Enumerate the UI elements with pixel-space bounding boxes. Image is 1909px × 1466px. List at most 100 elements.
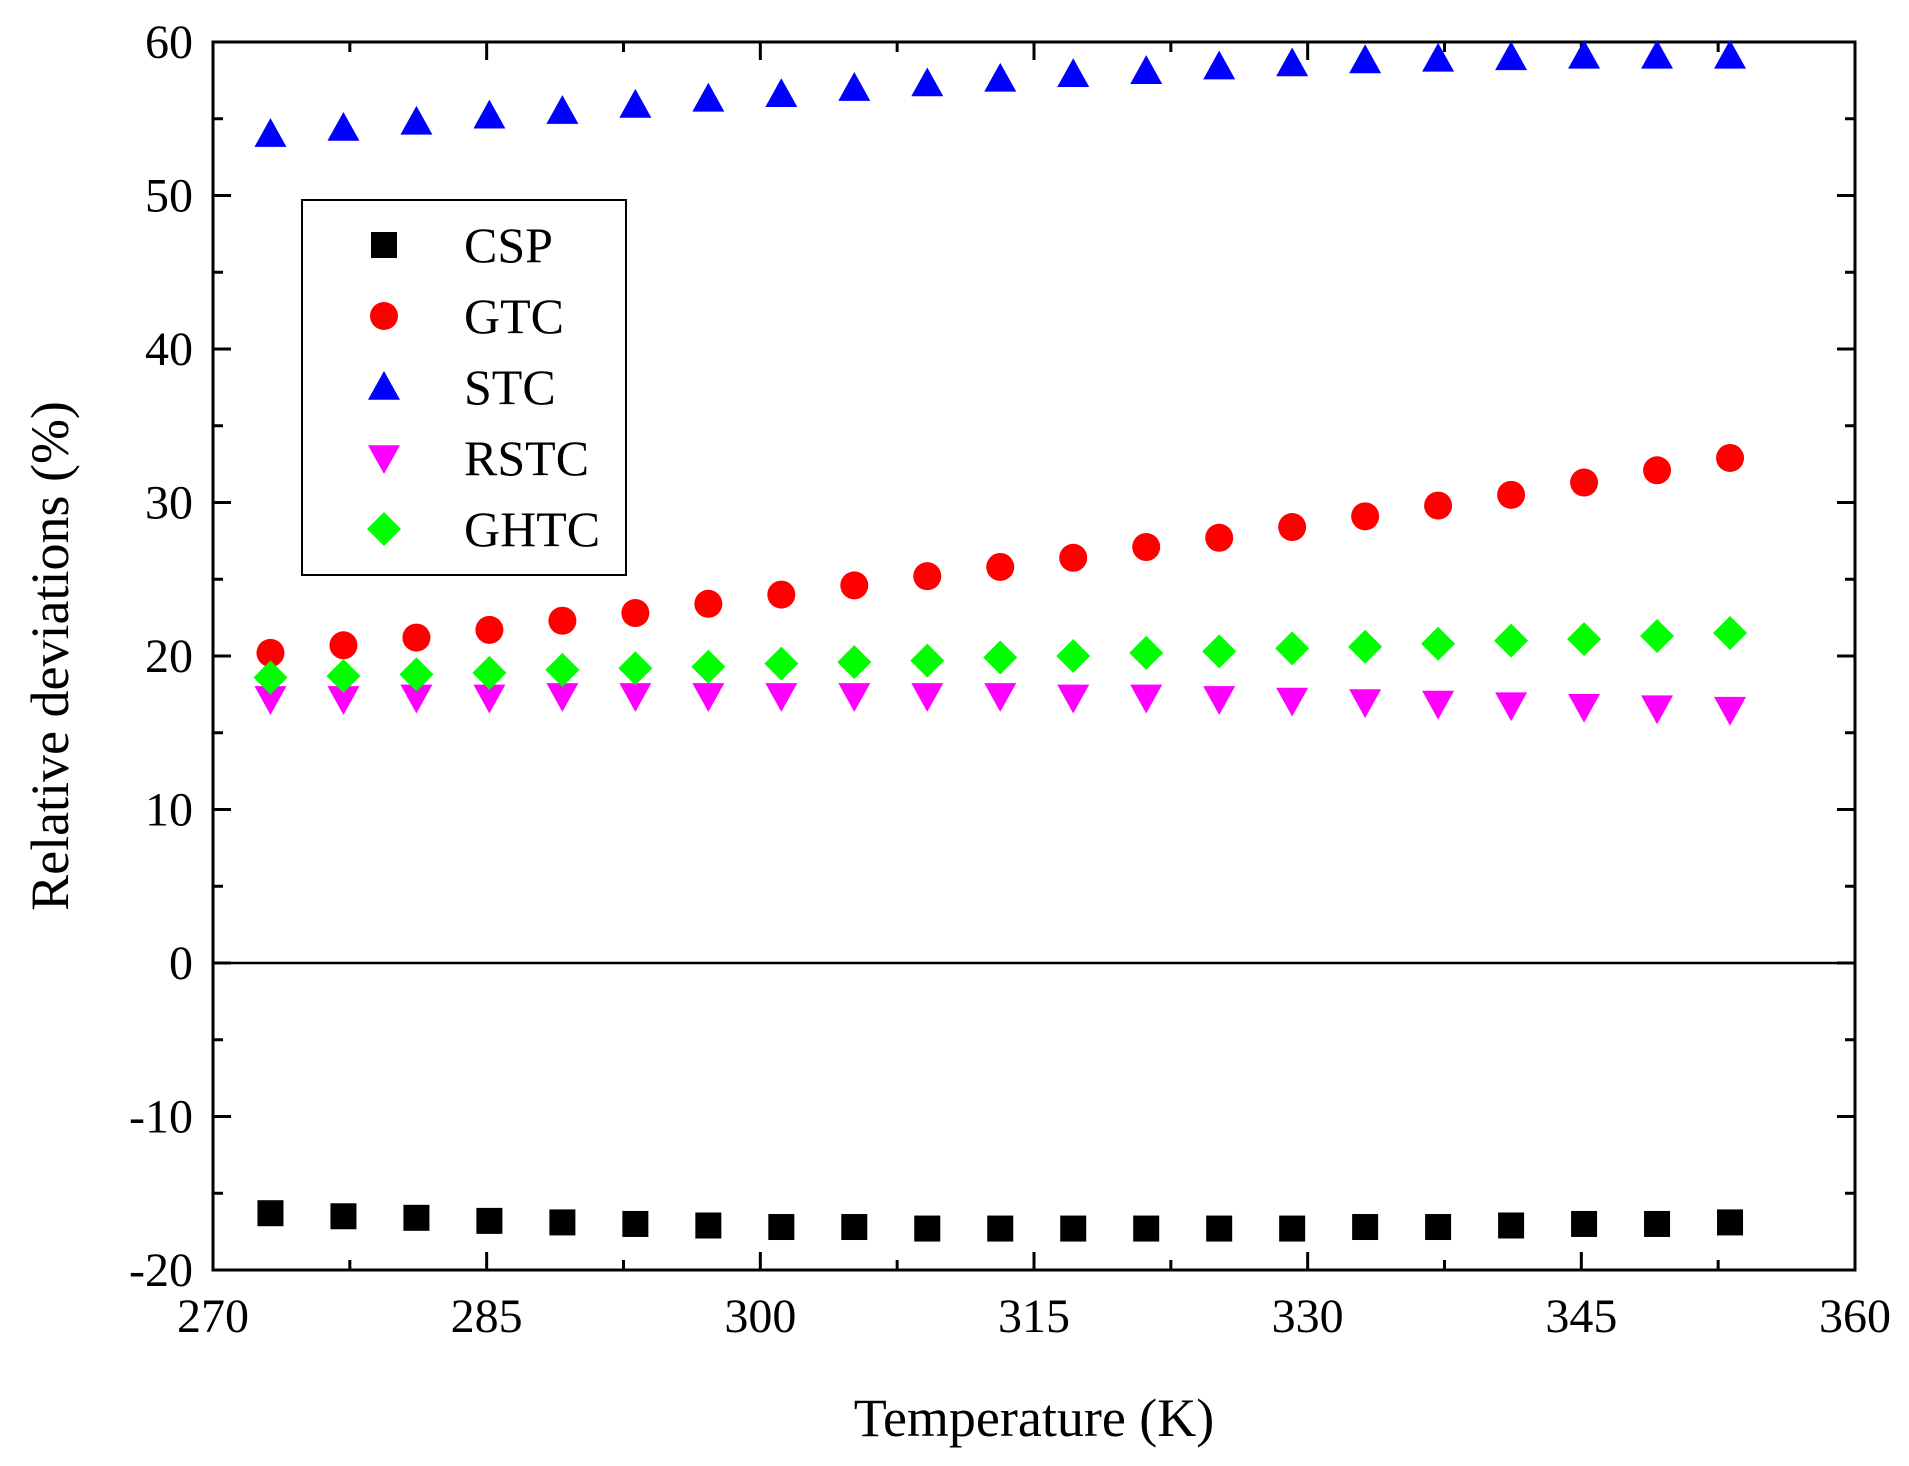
- data-point-ghtc: [691, 649, 726, 684]
- data-point-csp: [1571, 1210, 1598, 1237]
- x-tick-label: 330: [1272, 1290, 1344, 1343]
- data-point-csp: [403, 1204, 430, 1231]
- y-tick-label: 0: [169, 937, 193, 990]
- data-point-stc: [473, 99, 506, 129]
- data-point-stc: [1203, 50, 1236, 80]
- data-point-gtc: [621, 599, 650, 628]
- series-rstc: [254, 683, 1747, 726]
- data-point-rstc: [1203, 686, 1236, 715]
- data-point-csp: [1425, 1214, 1452, 1241]
- x-tick-label: 285: [451, 1290, 523, 1343]
- y-axis-title: Relative deviations (%): [20, 401, 80, 911]
- data-point-csp: [622, 1210, 649, 1237]
- y-tick-label: -20: [129, 1244, 193, 1297]
- data-point-rstc: [984, 683, 1017, 712]
- data-point-csp: [476, 1207, 503, 1234]
- x-tick-label: 360: [1819, 1290, 1891, 1343]
- data-point-ghtc: [1421, 626, 1456, 661]
- data-point-ghtc: [618, 651, 653, 686]
- data-point-stc: [1276, 47, 1309, 77]
- y-tick-label: 50: [145, 170, 193, 223]
- data-point-rstc: [254, 686, 287, 715]
- data-point-stc: [254, 118, 287, 147]
- data-point-stc: [400, 105, 433, 135]
- data-point-csp: [1644, 1210, 1671, 1237]
- data-point-ghtc: [1713, 615, 1748, 650]
- data-point-gtc: [1278, 513, 1307, 542]
- data-point-gtc: [329, 631, 358, 660]
- data-point-csp: [914, 1215, 941, 1242]
- data-point-stc: [1641, 39, 1674, 69]
- data-point-ghtc: [1567, 622, 1602, 657]
- data-point-rstc: [692, 683, 725, 712]
- data-point-stc: [1422, 42, 1455, 72]
- data-point-ghtc: [983, 640, 1018, 675]
- data-point-csp: [257, 1200, 284, 1227]
- legend-label-ghtc: GHTC: [464, 501, 600, 557]
- data-point-csp: [1352, 1214, 1379, 1241]
- x-tick-label: 270: [177, 1290, 249, 1343]
- data-point-rstc: [619, 683, 652, 712]
- data-point-rstc: [765, 683, 798, 712]
- data-point-gtc: [1643, 456, 1672, 485]
- data-point-ghtc: [910, 643, 945, 678]
- data-point-csp: [1279, 1215, 1306, 1242]
- y-tick-label: 30: [145, 477, 193, 530]
- data-point-gtc: [694, 589, 723, 618]
- data-point-rstc: [1276, 687, 1309, 717]
- data-point-rstc: [546, 683, 579, 712]
- data-point-ghtc: [399, 657, 434, 692]
- data-point-ghtc: [472, 655, 507, 690]
- y-tick-label: 40: [145, 323, 193, 376]
- data-point-gtc: [1351, 502, 1380, 531]
- data-point-rstc: [473, 684, 506, 714]
- data-point-ghtc: [253, 660, 288, 695]
- data-point-ghtc: [1640, 619, 1675, 654]
- legend-label-gtc: GTC: [464, 288, 564, 344]
- data-point-rstc: [1568, 693, 1601, 723]
- data-point-gtc: [1570, 468, 1599, 497]
- data-point-csp: [1206, 1215, 1233, 1242]
- data-point-stc: [911, 67, 944, 97]
- data-point-ghtc: [1275, 631, 1310, 666]
- data-point-gtc: [402, 623, 431, 652]
- data-point-rstc: [327, 686, 360, 715]
- data-point-stc: [1130, 55, 1163, 84]
- data-point-ghtc: [1494, 623, 1529, 658]
- data-point-rstc: [838, 683, 871, 712]
- data-point-csp: [695, 1212, 722, 1239]
- y-tick-label: 10: [145, 784, 193, 837]
- data-point-gtc: [475, 615, 504, 644]
- data-point-stc: [692, 82, 725, 112]
- data-point-rstc: [1057, 684, 1090, 714]
- data-point-csp: [1717, 1209, 1744, 1236]
- legend-marker-csp: [371, 232, 397, 258]
- data-point-ghtc: [1202, 634, 1237, 669]
- data-point-ghtc: [837, 645, 872, 680]
- legend-marker-gtc: [370, 302, 398, 330]
- data-point-gtc: [767, 580, 796, 609]
- data-point-rstc: [1422, 690, 1455, 720]
- data-point-stc: [765, 78, 798, 107]
- data-point-ghtc: [545, 652, 580, 687]
- data-point-csp: [1133, 1215, 1160, 1242]
- data-point-stc: [546, 95, 579, 124]
- data-point-csp: [549, 1209, 576, 1236]
- data-point-stc: [838, 72, 871, 101]
- legend-label-rstc: RSTC: [464, 430, 589, 486]
- data-point-gtc: [548, 606, 577, 635]
- data-point-csp: [1498, 1212, 1525, 1239]
- data-point-gtc: [1497, 480, 1526, 509]
- data-point-gtc: [1132, 533, 1161, 562]
- y-tick-label: 20: [145, 630, 193, 683]
- data-point-stc: [1568, 39, 1601, 69]
- data-point-rstc: [1714, 696, 1747, 726]
- data-point-ghtc: [764, 646, 799, 681]
- data-point-stc: [327, 111, 360, 141]
- y-tick-label: -10: [129, 1091, 193, 1144]
- legend-marker-stc: [368, 371, 400, 400]
- data-point-csp: [330, 1203, 357, 1230]
- data-point-stc: [1714, 39, 1747, 69]
- data-point-stc: [1495, 41, 1528, 71]
